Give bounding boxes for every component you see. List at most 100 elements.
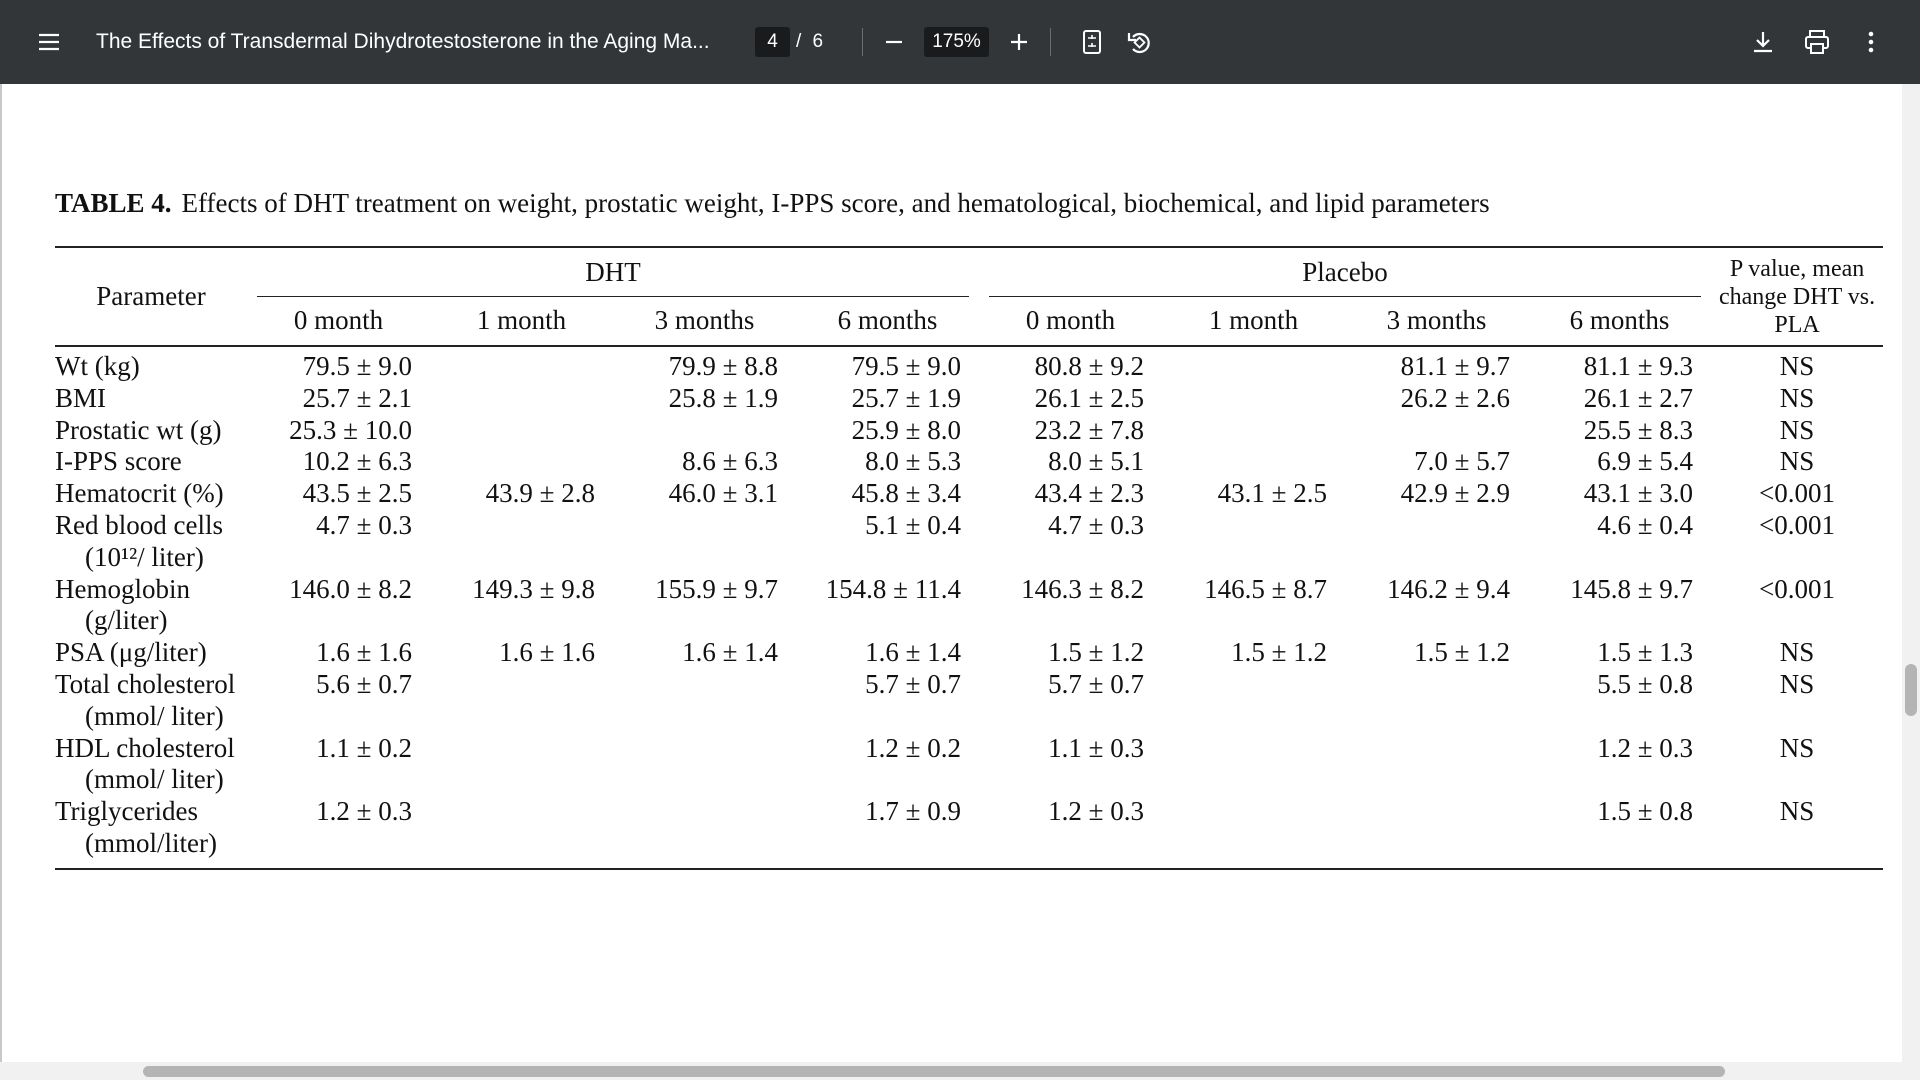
- separator: [862, 28, 863, 56]
- value-cell: NS: [1779, 668, 1815, 699]
- download-button[interactable]: [1751, 29, 1775, 55]
- value-cell: [1162, 733, 1345, 797]
- value-cell: 5.7 ± 0.7: [1048, 668, 1144, 699]
- parameter-cell: Hematocrit (%): [55, 478, 224, 509]
- value-cell: 10.2 ± 6.3: [302, 446, 412, 477]
- scroll-thumb[interactable]: [1905, 664, 1917, 716]
- more-button[interactable]: [1863, 30, 1879, 54]
- table-row: Total cholesterol (mmol/ liter) 5.6 ± 0.7…: [55, 669, 1883, 733]
- value-cell: NS: [1779, 732, 1815, 763]
- value-cell: [430, 510, 613, 574]
- value-cell: 1.6 ± 1.6: [499, 637, 595, 668]
- timepoint-header: 0 month: [247, 297, 430, 347]
- value-cell: 1.6 ± 1.4: [682, 637, 778, 668]
- value-cell: 146.5 ± 8.7: [1204, 573, 1327, 604]
- value-cell: [613, 796, 796, 869]
- parameter-cell: Hemoglobin (g/liter): [55, 573, 190, 636]
- value-cell: 79.9 ± 8.8: [668, 351, 778, 381]
- value-cell: NS: [1779, 351, 1815, 381]
- value-cell: 1.2 ± 0.3: [1048, 796, 1144, 827]
- value-cell: [430, 796, 613, 869]
- value-cell: 43.5 ± 2.5: [302, 478, 412, 509]
- zoom-input[interactable]: 175%: [924, 27, 989, 57]
- value-cell: [430, 733, 613, 797]
- timepoint-header: 6 months: [796, 297, 979, 347]
- value-cell: [1345, 733, 1528, 797]
- value-cell: 4.7 ± 0.3: [316, 509, 412, 540]
- table-label: TABLE 4.: [55, 188, 172, 218]
- value-cell: 8.6 ± 6.3: [682, 446, 778, 477]
- timepoint-header: 6 months: [1528, 297, 1712, 347]
- timepoint-header: 3 months: [613, 297, 796, 347]
- value-cell: [430, 669, 613, 733]
- value-cell: 81.1 ± 9.7: [1400, 351, 1510, 381]
- document-title: The Effects of Transdermal Dihydrotestos…: [96, 30, 710, 53]
- value-cell: 5.7 ± 0.7: [865, 668, 961, 699]
- value-cell: 8.0 ± 5.3: [865, 446, 961, 477]
- page-input[interactable]: 4: [755, 27, 790, 57]
- value-cell: 4.7 ± 0.3: [1048, 509, 1144, 540]
- value-cell: 79.5 ± 9.0: [851, 351, 961, 381]
- table-row: Wt (kg) 79.5 ± 9.0 79.9 ± 8.8 79.5 ± 9.0 80.…: [55, 346, 1883, 383]
- value-cell: 4.6 ± 0.4: [1597, 509, 1694, 540]
- table-caption: TABLE 4. Effects of DHT treatment on weig…: [55, 188, 1882, 234]
- table-row: BMI 25.7 ± 2.1 25.8 ± 1.9 25.7 ± 1.9 26.1 ± …: [55, 383, 1883, 415]
- value-cell: [1162, 669, 1345, 733]
- value-cell: [613, 733, 796, 797]
- caption-text: Effects of DHT treatment on weight, pros…: [181, 188, 1490, 218]
- value-cell: [1162, 446, 1345, 478]
- value-cell: NS: [1779, 637, 1815, 668]
- value-cell: 25.7 ± 1.9: [851, 382, 961, 413]
- parameter-cell: Total cholesterol (mmol/ liter): [55, 668, 236, 731]
- value-cell: [1345, 796, 1528, 869]
- value-cell: <0.001: [1759, 509, 1836, 540]
- value-cell: [1345, 669, 1528, 733]
- parameter-cell: Triglycerides (mmol/liter): [55, 796, 217, 858]
- value-cell: 1.5 ± 1.2: [1048, 637, 1144, 668]
- value-cell: NS: [1779, 446, 1815, 477]
- value-cell: 46.0 ± 3.1: [668, 478, 778, 509]
- print-button[interactable]: [1804, 29, 1830, 55]
- value-cell: [1162, 346, 1345, 383]
- zoom-out-button[interactable]: [883, 32, 905, 52]
- parameter-cell: HDL cholesterol (mmol/ liter): [55, 732, 235, 795]
- group-header: Placebo: [979, 247, 1711, 297]
- value-cell: [613, 510, 796, 574]
- value-cell: 1.7 ± 0.9: [865, 796, 961, 827]
- header-cell: Parameter: [55, 247, 247, 347]
- table-row: Triglycerides (mmol/liter) 1.2 ± 0.3 1.7 ±…: [55, 796, 1883, 869]
- parameter-cell: PSA (μg/liter): [55, 637, 207, 668]
- value-cell: 81.1 ± 9.3: [1583, 351, 1694, 381]
- value-cell: 45.8 ± 3.4: [851, 478, 961, 509]
- table-row: Hematocrit (%) 43.5 ± 2.5 43.9 ± 2.8 46.0 ±…: [55, 478, 1883, 510]
- page: TABLE 4. Effects of DHT treatment on weig…: [55, 188, 1884, 870]
- group-label: DHT: [257, 248, 969, 297]
- header-cell: P value, mean change DHT vs. PLA: [1711, 247, 1884, 347]
- menu-button[interactable]: [37, 32, 61, 52]
- table-row: I-PPS score 10.2 ± 6.3 8.6 ± 6.3 8.0 ± 5.3 8…: [55, 446, 1883, 478]
- value-cell: 26.1 ± 2.5: [1034, 382, 1144, 413]
- value-cell: 25.8 ± 1.9: [668, 382, 778, 413]
- value-cell: 80.8 ± 9.2: [1034, 351, 1144, 381]
- value-cell: 25.9 ± 8.0: [851, 414, 961, 445]
- value-cell: [1162, 510, 1345, 574]
- value-cell: [430, 346, 613, 383]
- rotate-button[interactable]: [1126, 28, 1154, 56]
- scroll-thumb[interactable]: [143, 1066, 1725, 1077]
- value-cell: 1.5 ± 1.3: [1597, 637, 1694, 668]
- group-label: Placebo: [989, 248, 1702, 297]
- parameter-cell: I-PPS score: [55, 446, 182, 477]
- value-cell: 1.5 ± 1.2: [1414, 637, 1510, 668]
- data-table: Parameter DHT Placebo P value, mean change …: [55, 246, 1884, 870]
- vertical-scrollbar[interactable]: [1902, 84, 1920, 1080]
- value-cell: 1.2 ± 0.3: [1597, 732, 1694, 763]
- value-cell: 43.4 ± 2.3: [1034, 478, 1144, 509]
- fit-page-button[interactable]: [1081, 29, 1103, 55]
- value-cell: [1162, 415, 1345, 447]
- timepoint-header: 1 month: [1162, 297, 1345, 347]
- zoom-in-button[interactable]: [1008, 31, 1030, 53]
- table-row: Red blood cells (10¹²/ liter) 4.7 ± 0.3 5.…: [55, 510, 1883, 574]
- horizontal-scrollbar[interactable]: [0, 1062, 1902, 1080]
- value-cell: 42.9 ± 2.9: [1400, 478, 1510, 509]
